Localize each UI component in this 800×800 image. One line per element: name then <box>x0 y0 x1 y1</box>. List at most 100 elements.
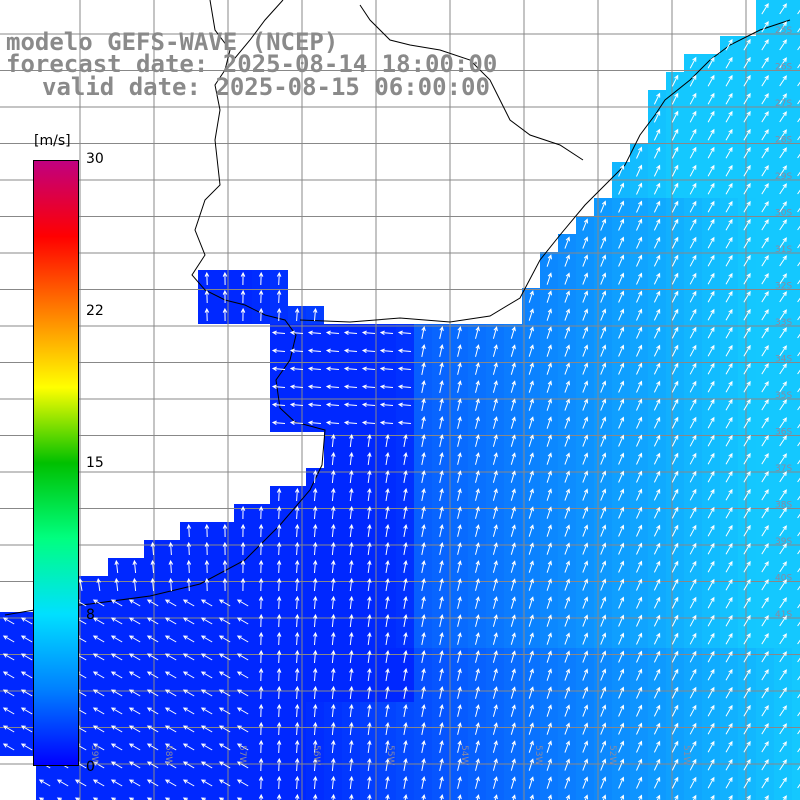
wind-arrow <box>653 110 661 123</box>
wind-arrow <box>779 687 787 699</box>
wind-arrow <box>761 92 769 105</box>
wind-arrow <box>403 614 408 627</box>
wind-arrow <box>20 635 33 643</box>
wind-arrow <box>743 416 751 429</box>
wind-arrow <box>492 668 498 681</box>
wind-arrow <box>618 524 625 537</box>
wind-arrow <box>439 794 444 800</box>
wind-arrow <box>653 596 661 609</box>
wind-arrow <box>797 693 800 699</box>
wind-arrow <box>349 631 354 646</box>
wind-arrow <box>258 649 264 664</box>
wind-arrow <box>743 560 751 573</box>
wind-speed-cell <box>792 576 800 594</box>
wind-arrow <box>582 488 589 501</box>
wind-arrow <box>636 668 643 681</box>
wind-arrow <box>671 110 679 123</box>
wind-arrow <box>492 722 498 735</box>
wind-arrow <box>421 578 426 591</box>
wind-arrow <box>725 146 733 159</box>
wind-arrow <box>743 380 751 393</box>
wind-arrow <box>475 668 480 681</box>
wind-arrow <box>618 434 625 447</box>
wind-arrow <box>510 758 516 771</box>
wind-arrow <box>294 595 300 610</box>
wind-arrow <box>707 110 715 123</box>
wind-arrow <box>312 793 318 800</box>
wind-arrow <box>725 326 733 339</box>
wind-arrow <box>725 596 733 609</box>
wind-arrow <box>403 452 408 465</box>
wind-arrow <box>492 488 498 501</box>
wind-arrow <box>689 326 697 339</box>
wind-arrow <box>528 560 534 573</box>
wind-arrow <box>636 398 643 411</box>
wind-arrow <box>307 366 322 372</box>
wind-arrow <box>653 614 661 627</box>
wind-arrow <box>182 653 195 661</box>
wind-arrow <box>403 470 408 483</box>
wind-arrow <box>564 308 570 321</box>
wind-arrow <box>182 797 189 800</box>
wind-arrow <box>164 761 177 769</box>
wind-arrow <box>779 435 787 447</box>
wind-arrow <box>689 74 697 87</box>
wind-arrow <box>439 380 444 394</box>
wind-arrow <box>797 261 800 267</box>
wind-arrow <box>164 635 177 643</box>
wind-arrow <box>743 200 751 213</box>
wind-arrow <box>600 380 607 393</box>
wind-arrow <box>110 689 123 697</box>
wind-arrow <box>200 635 213 643</box>
wind-arrow <box>618 596 625 609</box>
wind-arrow <box>743 218 751 231</box>
wind-arrow <box>797 45 800 51</box>
wind-arrow <box>671 398 679 411</box>
wind-speed-cell <box>36 792 54 800</box>
latitude-label: 28S <box>775 136 792 146</box>
wind-arrow <box>546 632 552 645</box>
wind-arrow <box>397 420 412 426</box>
wind-arrow <box>546 758 552 771</box>
wind-arrow <box>779 237 787 249</box>
wind-arrow <box>653 272 661 285</box>
wind-arrow <box>421 470 426 483</box>
wind-arrow <box>689 110 697 123</box>
wind-arrow <box>618 326 625 339</box>
wind-arrow <box>600 632 607 645</box>
wind-arrow <box>92 761 105 769</box>
wind-arrow <box>725 272 733 285</box>
wind-arrow <box>38 779 51 787</box>
wind-arrow <box>779 417 787 429</box>
wind-arrow <box>707 524 715 537</box>
wind-arrow <box>492 776 498 789</box>
wind-arrow <box>439 524 444 538</box>
wind-speed-cell <box>792 36 800 54</box>
wind-arrow <box>528 488 534 501</box>
wind-arrow <box>689 308 697 321</box>
wind-arrow <box>457 488 462 501</box>
wind-arrow <box>439 434 444 448</box>
wind-arrow <box>475 488 480 501</box>
wind-arrow <box>547 794 552 800</box>
wind-arrow <box>379 366 394 372</box>
wind-arrow <box>403 524 408 537</box>
wind-arrow <box>779 471 787 483</box>
wind-arrow <box>330 577 336 592</box>
wind-arrow <box>276 685 282 700</box>
wind-arrow <box>330 505 336 520</box>
wind-arrow <box>636 776 643 789</box>
wind-arrow <box>457 776 462 789</box>
wind-arrow <box>330 487 336 502</box>
wind-arrow <box>636 740 643 753</box>
wind-arrow <box>707 506 715 519</box>
wind-arrow <box>707 758 715 771</box>
wind-arrow <box>743 290 751 303</box>
wind-arrow <box>600 362 607 375</box>
wind-arrow <box>146 707 159 715</box>
wind-arrow <box>294 775 300 790</box>
wind-arrow <box>564 380 570 393</box>
wind-arrow <box>96 578 101 591</box>
wind-arrow <box>92 743 105 751</box>
wind-arrow <box>725 452 733 465</box>
